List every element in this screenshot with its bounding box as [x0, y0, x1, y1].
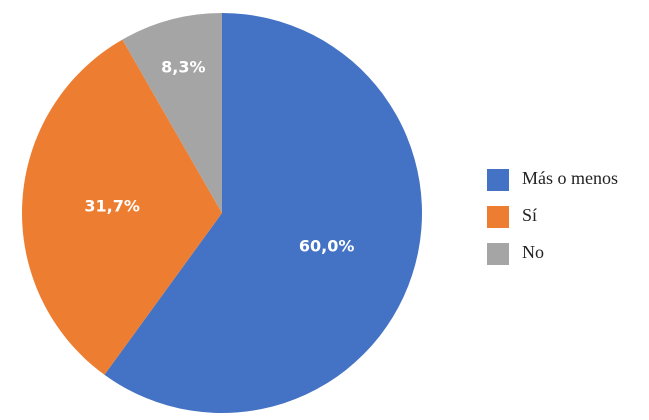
data-label: 8,3%: [161, 58, 205, 77]
pie-slice: [122, 13, 222, 213]
legend-swatch: [487, 243, 509, 265]
data-label: 60,0%: [299, 236, 355, 255]
legend-label: Sí: [522, 205, 537, 225]
data-label: 31,7%: [84, 197, 140, 216]
legend-label: Más o menos: [522, 168, 618, 188]
pie-slice: [21, 39, 222, 375]
pie-slice: [104, 13, 423, 414]
legend-label: No: [522, 242, 544, 262]
legend-swatch: [487, 206, 509, 228]
legend-swatch: [487, 169, 509, 191]
